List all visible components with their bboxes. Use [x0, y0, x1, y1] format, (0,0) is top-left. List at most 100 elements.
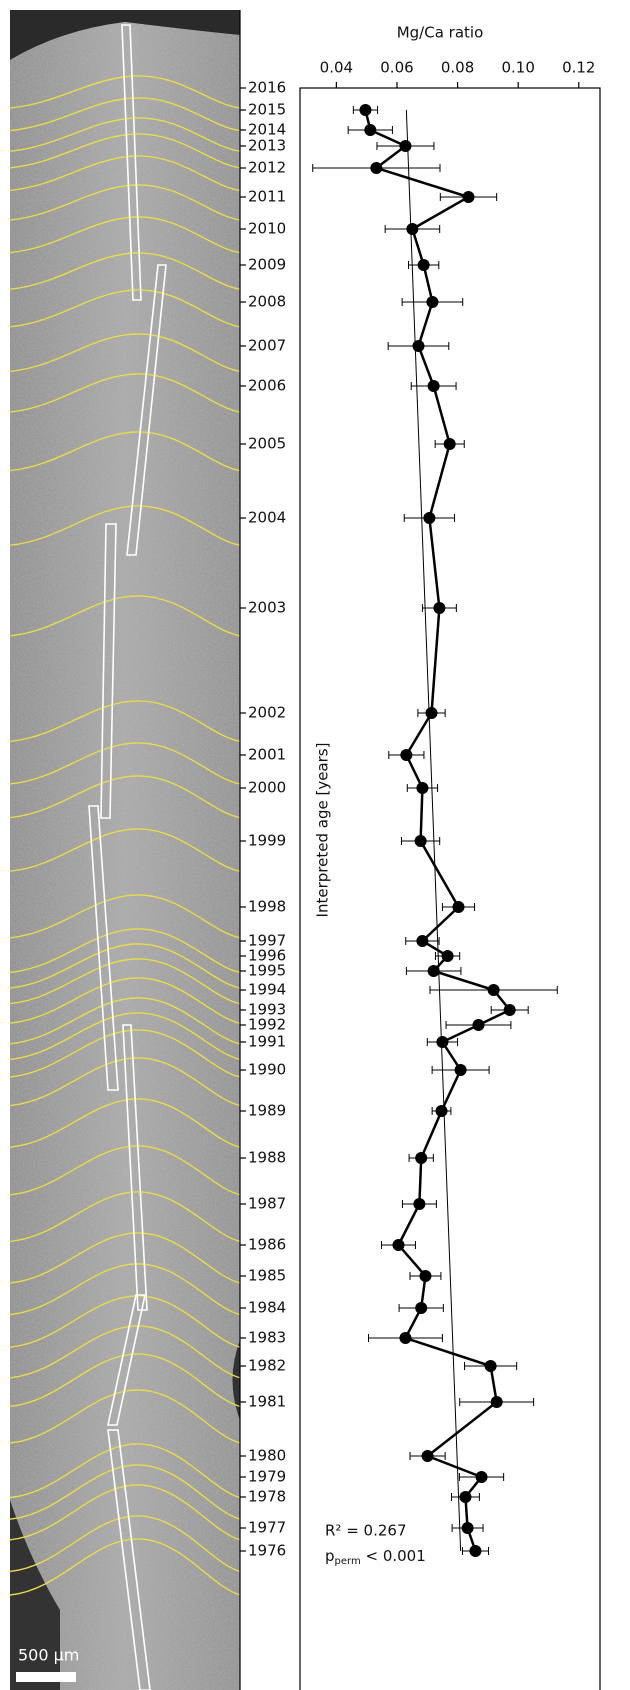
growth-line — [10, 595, 240, 637]
growth-lines — [10, 75, 240, 1596]
y-tick-label: 1995 — [248, 962, 286, 980]
data-point — [406, 223, 419, 235]
y-tick-label: 1998 — [248, 898, 286, 916]
growth-line — [10, 894, 240, 939]
growth-line — [10, 1389, 240, 1444]
y-tick-label: 2009 — [248, 256, 286, 274]
y-tick-label: 2004 — [248, 509, 286, 527]
y-tick-label: 1997 — [248, 932, 286, 950]
y-tick-label: 1980 — [248, 1447, 286, 1465]
growth-line — [10, 1012, 240, 1061]
growth-line — [10, 1029, 240, 1078]
data-point — [364, 124, 377, 136]
data-point — [423, 512, 436, 524]
y-tick-label: 2000 — [248, 779, 286, 797]
y-tick-label: 2008 — [248, 293, 286, 311]
y-tick-label: 1979 — [248, 1468, 286, 1486]
data-point — [475, 1471, 488, 1483]
growth-line — [10, 216, 240, 254]
data-point — [413, 1198, 426, 1210]
y-tick-label: 1983 — [248, 1329, 286, 1347]
p-text: < 0.001 — [361, 1547, 426, 1565]
growth-line — [10, 505, 240, 546]
x-tick-label: 0.12 — [562, 59, 595, 77]
data-point — [416, 782, 429, 794]
growth-line — [10, 828, 240, 872]
x-tick-label: 0.10 — [501, 59, 534, 77]
data-point — [399, 140, 412, 152]
y-tick-label: 1991 — [248, 1033, 286, 1051]
data-point — [443, 438, 456, 450]
data-point — [399, 1332, 412, 1344]
growth-line — [10, 184, 240, 221]
p-symbol: p — [325, 1547, 335, 1565]
data-point — [415, 1302, 428, 1314]
series-line — [364, 109, 512, 1552]
data-point — [469, 1545, 482, 1557]
growth-line — [10, 117, 240, 152]
data-point — [359, 104, 372, 116]
y-tick-label: 2005 — [248, 435, 286, 453]
y-tick-label: 2014 — [248, 121, 286, 139]
y-tick-label: 2015 — [248, 101, 286, 119]
y-tick-label: 1989 — [248, 1102, 286, 1120]
y-tick-label: 1981 — [248, 1393, 286, 1411]
growth-line — [10, 1057, 240, 1107]
data-point — [392, 1239, 405, 1251]
growth-line — [10, 977, 240, 1024]
growth-line — [10, 958, 240, 1005]
growth-line — [10, 75, 240, 109]
y-tick-label: 1992 — [248, 1016, 286, 1034]
data-point — [417, 259, 430, 271]
plot-frame — [299, 87, 601, 1690]
growth-line — [10, 742, 240, 785]
data-point — [416, 935, 429, 947]
growth-line — [10, 928, 240, 974]
data-point — [426, 296, 439, 308]
p-subscript: perm — [335, 1556, 361, 1567]
y-tick-label: 2010 — [248, 220, 286, 238]
growth-line — [10, 252, 240, 290]
data-point — [490, 1396, 503, 1408]
x-axis-title: Mg/Ca ratio — [397, 24, 484, 42]
data-point — [414, 835, 427, 847]
growth-line — [10, 1443, 240, 1499]
scale-bar — [16, 1672, 76, 1682]
data-point — [400, 749, 413, 761]
y-tick-label: 1999 — [248, 832, 286, 850]
y-tick-label: 2016 — [248, 79, 286, 97]
data-point — [419, 1270, 432, 1282]
growth-line — [10, 1325, 240, 1379]
data-point — [370, 162, 383, 174]
x-tick-label: 0.08 — [441, 59, 474, 77]
y-tick-label: 1982 — [248, 1357, 286, 1375]
growth-line — [10, 1191, 240, 1243]
x-tick-label: 0.04 — [320, 59, 353, 77]
y-tick-label: 1988 — [248, 1149, 286, 1167]
y-tick-label: 1994 — [248, 981, 286, 999]
y-tick-label: 2013 — [248, 137, 286, 155]
growth-line — [10, 289, 240, 328]
y-tick-label: 1990 — [248, 1061, 286, 1079]
growth-line — [10, 775, 240, 819]
growth-line — [10, 431, 240, 472]
data-point — [421, 1450, 434, 1462]
y-tick-label: 1984 — [248, 1299, 286, 1317]
trend-line — [405, 109, 462, 1552]
p-annotation: pperm < 0.001 — [325, 1547, 426, 1568]
data-point — [436, 1036, 449, 1048]
y-tick-label: 1985 — [248, 1267, 286, 1285]
y-tick-label: 2001 — [248, 746, 286, 764]
growth-line — [10, 1295, 240, 1348]
y-tick-label: 2011 — [248, 188, 286, 206]
growth-line — [10, 1232, 240, 1284]
growth-line — [10, 333, 240, 373]
data-point — [452, 901, 465, 913]
growth-line — [10, 943, 240, 989]
data-point — [433, 602, 446, 614]
data-point — [487, 984, 500, 996]
y-tick-label: 1996 — [248, 947, 286, 965]
data-point — [425, 707, 438, 719]
